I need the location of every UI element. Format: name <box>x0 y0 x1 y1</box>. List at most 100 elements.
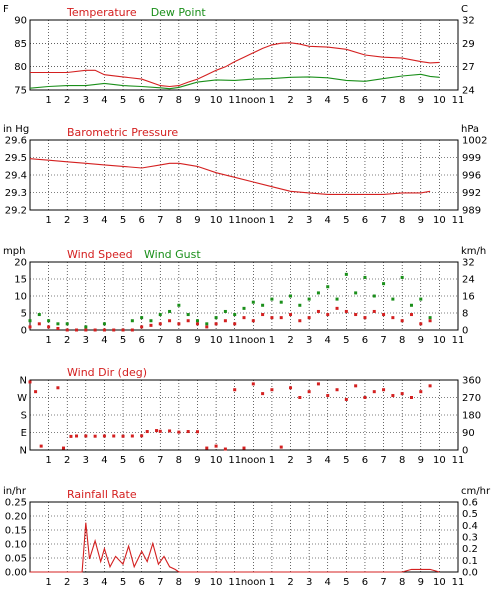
data-point-wind-dir <box>93 434 97 438</box>
x-tick-label: 6 <box>138 455 144 466</box>
y-tick-label-right: 29 <box>462 39 475 50</box>
x-tick-label: 8 <box>399 335 405 346</box>
y-tick-label-left: 0.15 <box>5 526 27 537</box>
data-point-wind-speed <box>307 316 311 320</box>
data-point-wind-dir <box>289 386 293 390</box>
data-point-wind-dir <box>409 396 413 399</box>
data-point-wind-gust <box>186 313 190 317</box>
data-point-wind-speed <box>298 319 302 323</box>
y-tick-label-left: 80 <box>14 62 27 73</box>
y-tick-label-right: 360 <box>462 376 481 387</box>
x-tick-label: 9 <box>194 455 200 466</box>
data-point-wind-gust <box>177 303 181 307</box>
data-point-wind-dir <box>428 384 432 388</box>
y-tick-label-left: 85 <box>14 39 27 50</box>
data-point-wind-speed <box>261 313 265 317</box>
y-tick-label-right: 999 <box>462 153 481 164</box>
data-point-wind-gust <box>223 309 227 313</box>
data-point-wind-gust <box>205 322 209 326</box>
chart-title: Temperature <box>66 6 137 19</box>
x-tick-label: 10 <box>433 95 446 106</box>
x-tick-label: 8 <box>176 95 182 106</box>
data-point-wind-speed <box>84 328 88 332</box>
data-point-wind-dir <box>233 388 237 392</box>
x-tick-label: 9 <box>418 455 424 466</box>
y-tick-label-left: 29.4 <box>5 171 27 182</box>
data-point-wind-speed <box>233 322 237 326</box>
x-tick-label: 3 <box>83 215 89 226</box>
data-point-wind-speed <box>242 316 246 320</box>
data-point-wind-dir <box>363 396 367 399</box>
unit-right: hPa <box>461 124 479 135</box>
data-point-wind-gust <box>270 297 274 301</box>
unit-left: F <box>3 4 9 15</box>
x-tick-label: 2 <box>64 577 70 588</box>
data-point-wind-gust <box>298 303 302 307</box>
x-tick-label: 2 <box>287 577 293 588</box>
y-tick-label-left: 29.5 <box>5 153 27 164</box>
data-point-wind-speed <box>75 328 79 332</box>
data-point-wind-dir <box>298 396 302 399</box>
y-tick-label-right: 16 <box>462 292 475 303</box>
y-tick-label-right: 0.0 <box>462 568 478 579</box>
y-tick-label-left: 0.05 <box>5 554 27 565</box>
data-point-wind-dir <box>335 388 339 392</box>
x-tick-label: 1 <box>269 455 275 466</box>
x-tick-label: 5 <box>120 95 126 106</box>
data-point-wind-speed <box>93 328 97 332</box>
y-tick-label-right: 24 <box>462 86 475 97</box>
x-tick-label: 1 <box>269 335 275 346</box>
x-tick-label: 7 <box>380 215 386 226</box>
data-point-wind-gust <box>149 319 153 323</box>
x-tick-label: 8 <box>399 577 405 588</box>
data-point-wind-gust <box>391 297 395 301</box>
data-point-wind-dir <box>344 397 348 401</box>
data-point-wind-gust <box>242 306 246 310</box>
data-point-wind-gust <box>84 325 88 329</box>
x-tick-label: 7 <box>157 455 163 466</box>
data-point-wind-dir <box>261 392 265 396</box>
data-point-wind-gust <box>335 297 339 301</box>
data-point-wind-speed <box>56 326 60 330</box>
x-tick-label: 8 <box>399 455 405 466</box>
x-tick-label: 1 <box>45 577 51 588</box>
x-tick-label: 8 <box>176 455 182 466</box>
y-tick-label-left: 29.3 <box>5 188 27 199</box>
chart-title: Rainfall Rate <box>67 488 137 501</box>
x-tick-label: 6 <box>362 455 368 466</box>
data-point-wind-gust <box>428 316 432 320</box>
data-point-wind-speed <box>177 322 181 326</box>
x-tick-label: 7 <box>157 95 163 106</box>
x-tick-label: 1 <box>269 577 275 588</box>
x-tick-label: 5 <box>343 95 349 106</box>
data-point-wind-gust <box>316 291 320 295</box>
x-tick-label: 11 <box>228 577 241 588</box>
y-tick-label-left: N <box>20 446 27 457</box>
x-tick-label: 5 <box>120 577 126 588</box>
data-point-wind-speed <box>205 325 209 329</box>
y-tick-label-right: 0.1 <box>462 556 478 567</box>
data-point-wind-speed <box>409 313 413 317</box>
x-tick-label: 4 <box>325 455 331 466</box>
x-tick-label: 2 <box>287 215 293 226</box>
data-point-wind-dir <box>177 430 181 434</box>
data-point-wind-speed <box>279 316 283 320</box>
data-point-wind-gust <box>214 316 218 320</box>
x-tick-label: 6 <box>138 577 144 588</box>
y-tick-label-right: 0.6 <box>462 498 478 509</box>
data-point-wind-speed <box>112 328 116 332</box>
x-tick-label: 7 <box>157 215 163 226</box>
data-point-wind-gust <box>400 275 404 279</box>
x-tick-label: 4 <box>101 577 107 588</box>
x-tick-label: 2 <box>64 215 70 226</box>
chart-title: Wind Speed <box>67 248 133 261</box>
data-point-wind-dir <box>168 429 172 433</box>
x-tick-label: 10 <box>433 455 446 466</box>
x-tick-label: 2 <box>64 455 70 466</box>
x-tick-label: 9 <box>418 577 424 588</box>
chart-title: Barometric Pressure <box>67 126 178 139</box>
x-tick-label: 5 <box>120 215 126 226</box>
data-point-wind-gust <box>372 294 376 298</box>
x-tick-label: noon <box>241 577 266 588</box>
data-point-wind-gust <box>130 319 134 323</box>
